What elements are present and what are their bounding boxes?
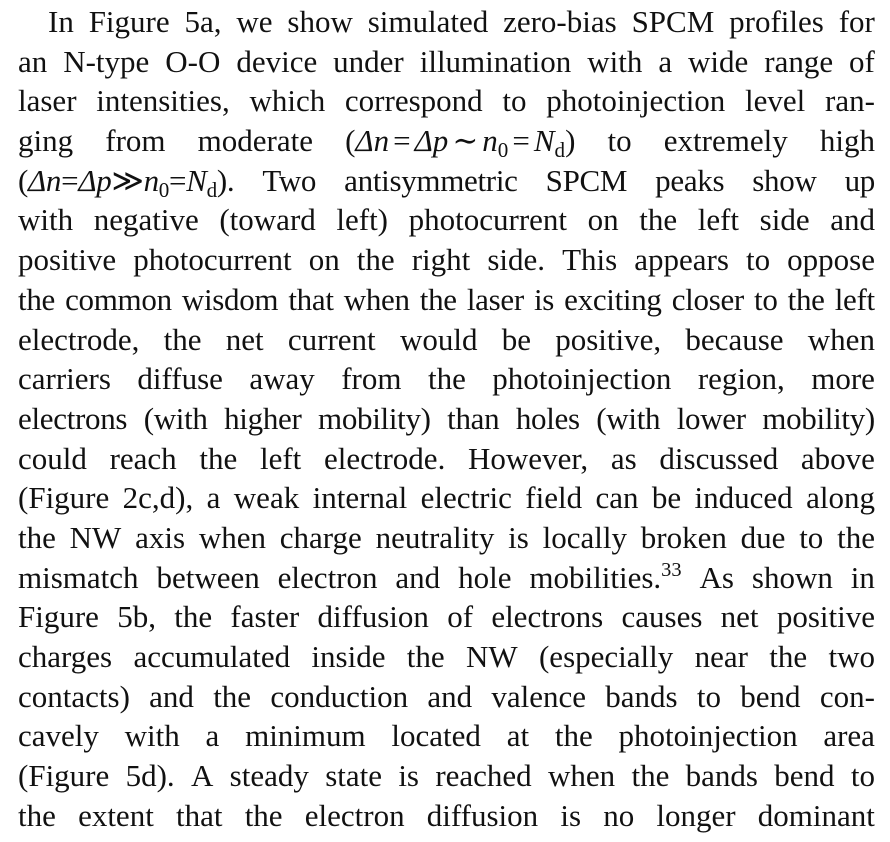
text-line: contacts) and the conduction and valence bands…	[18, 678, 875, 714]
text-line: ging from moderate (Δn = Δp ∼ n0 = Nd) to extreme…	[18, 121, 875, 162]
text-line: Figure 5b, the faster diffusion of electrons ca…	[18, 599, 875, 635]
text-line: mismatch between electron and hole mobilities…	[18, 558, 875, 598]
text-line: positive photocurrent on the right side. This a…	[18, 242, 875, 278]
text-line: electrode, the net current would be positive, b…	[18, 321, 875, 357]
body-paragraph: In Figure 5a, we show simulated zero-bias SPCM p…	[18, 2, 875, 835]
text-line: (Δn=Δp≫n0=Nd). Two antisymmetric SPCM peaks…	[18, 161, 875, 202]
inline-math: (Δn=Δp≫n0=Nd).	[18, 162, 235, 202]
text-line: the common wisdom that when the laser is excitin…	[18, 281, 875, 317]
text-line: an N-type O-O device under illumination with a w…	[18, 43, 875, 79]
text-line: the extent that the electron diffusion is no lon…	[18, 797, 875, 833]
text-line: could reach the left electrode. However, as dis…	[18, 440, 875, 476]
text-line: laser intensities, which correspond to photoi…	[18, 83, 875, 119]
text-line: cavely with a minimum located at the photoinjec…	[18, 718, 875, 754]
text-line: (Figure 2c,d), a weak internal electric field c…	[18, 480, 875, 516]
text-line: carriers diffuse away from the photoinjection…	[18, 361, 875, 397]
text-line: In Figure 5a, we show simulated zero-bias SPCM p…	[48, 4, 875, 39]
inline-math: (Δn = Δp ∼ n0 = Nd)	[345, 123, 576, 162]
text-line: electrons (with higher mobility) than holes (w…	[18, 400, 875, 436]
text-line: the NW axis when charge neutrality is locally br…	[18, 519, 875, 555]
citation-ref: 33	[661, 559, 682, 582]
text-line: charges accumulated inside the NW (especially…	[18, 639, 875, 674]
text-line: with negative (toward left) photocurrent on th…	[18, 202, 875, 238]
